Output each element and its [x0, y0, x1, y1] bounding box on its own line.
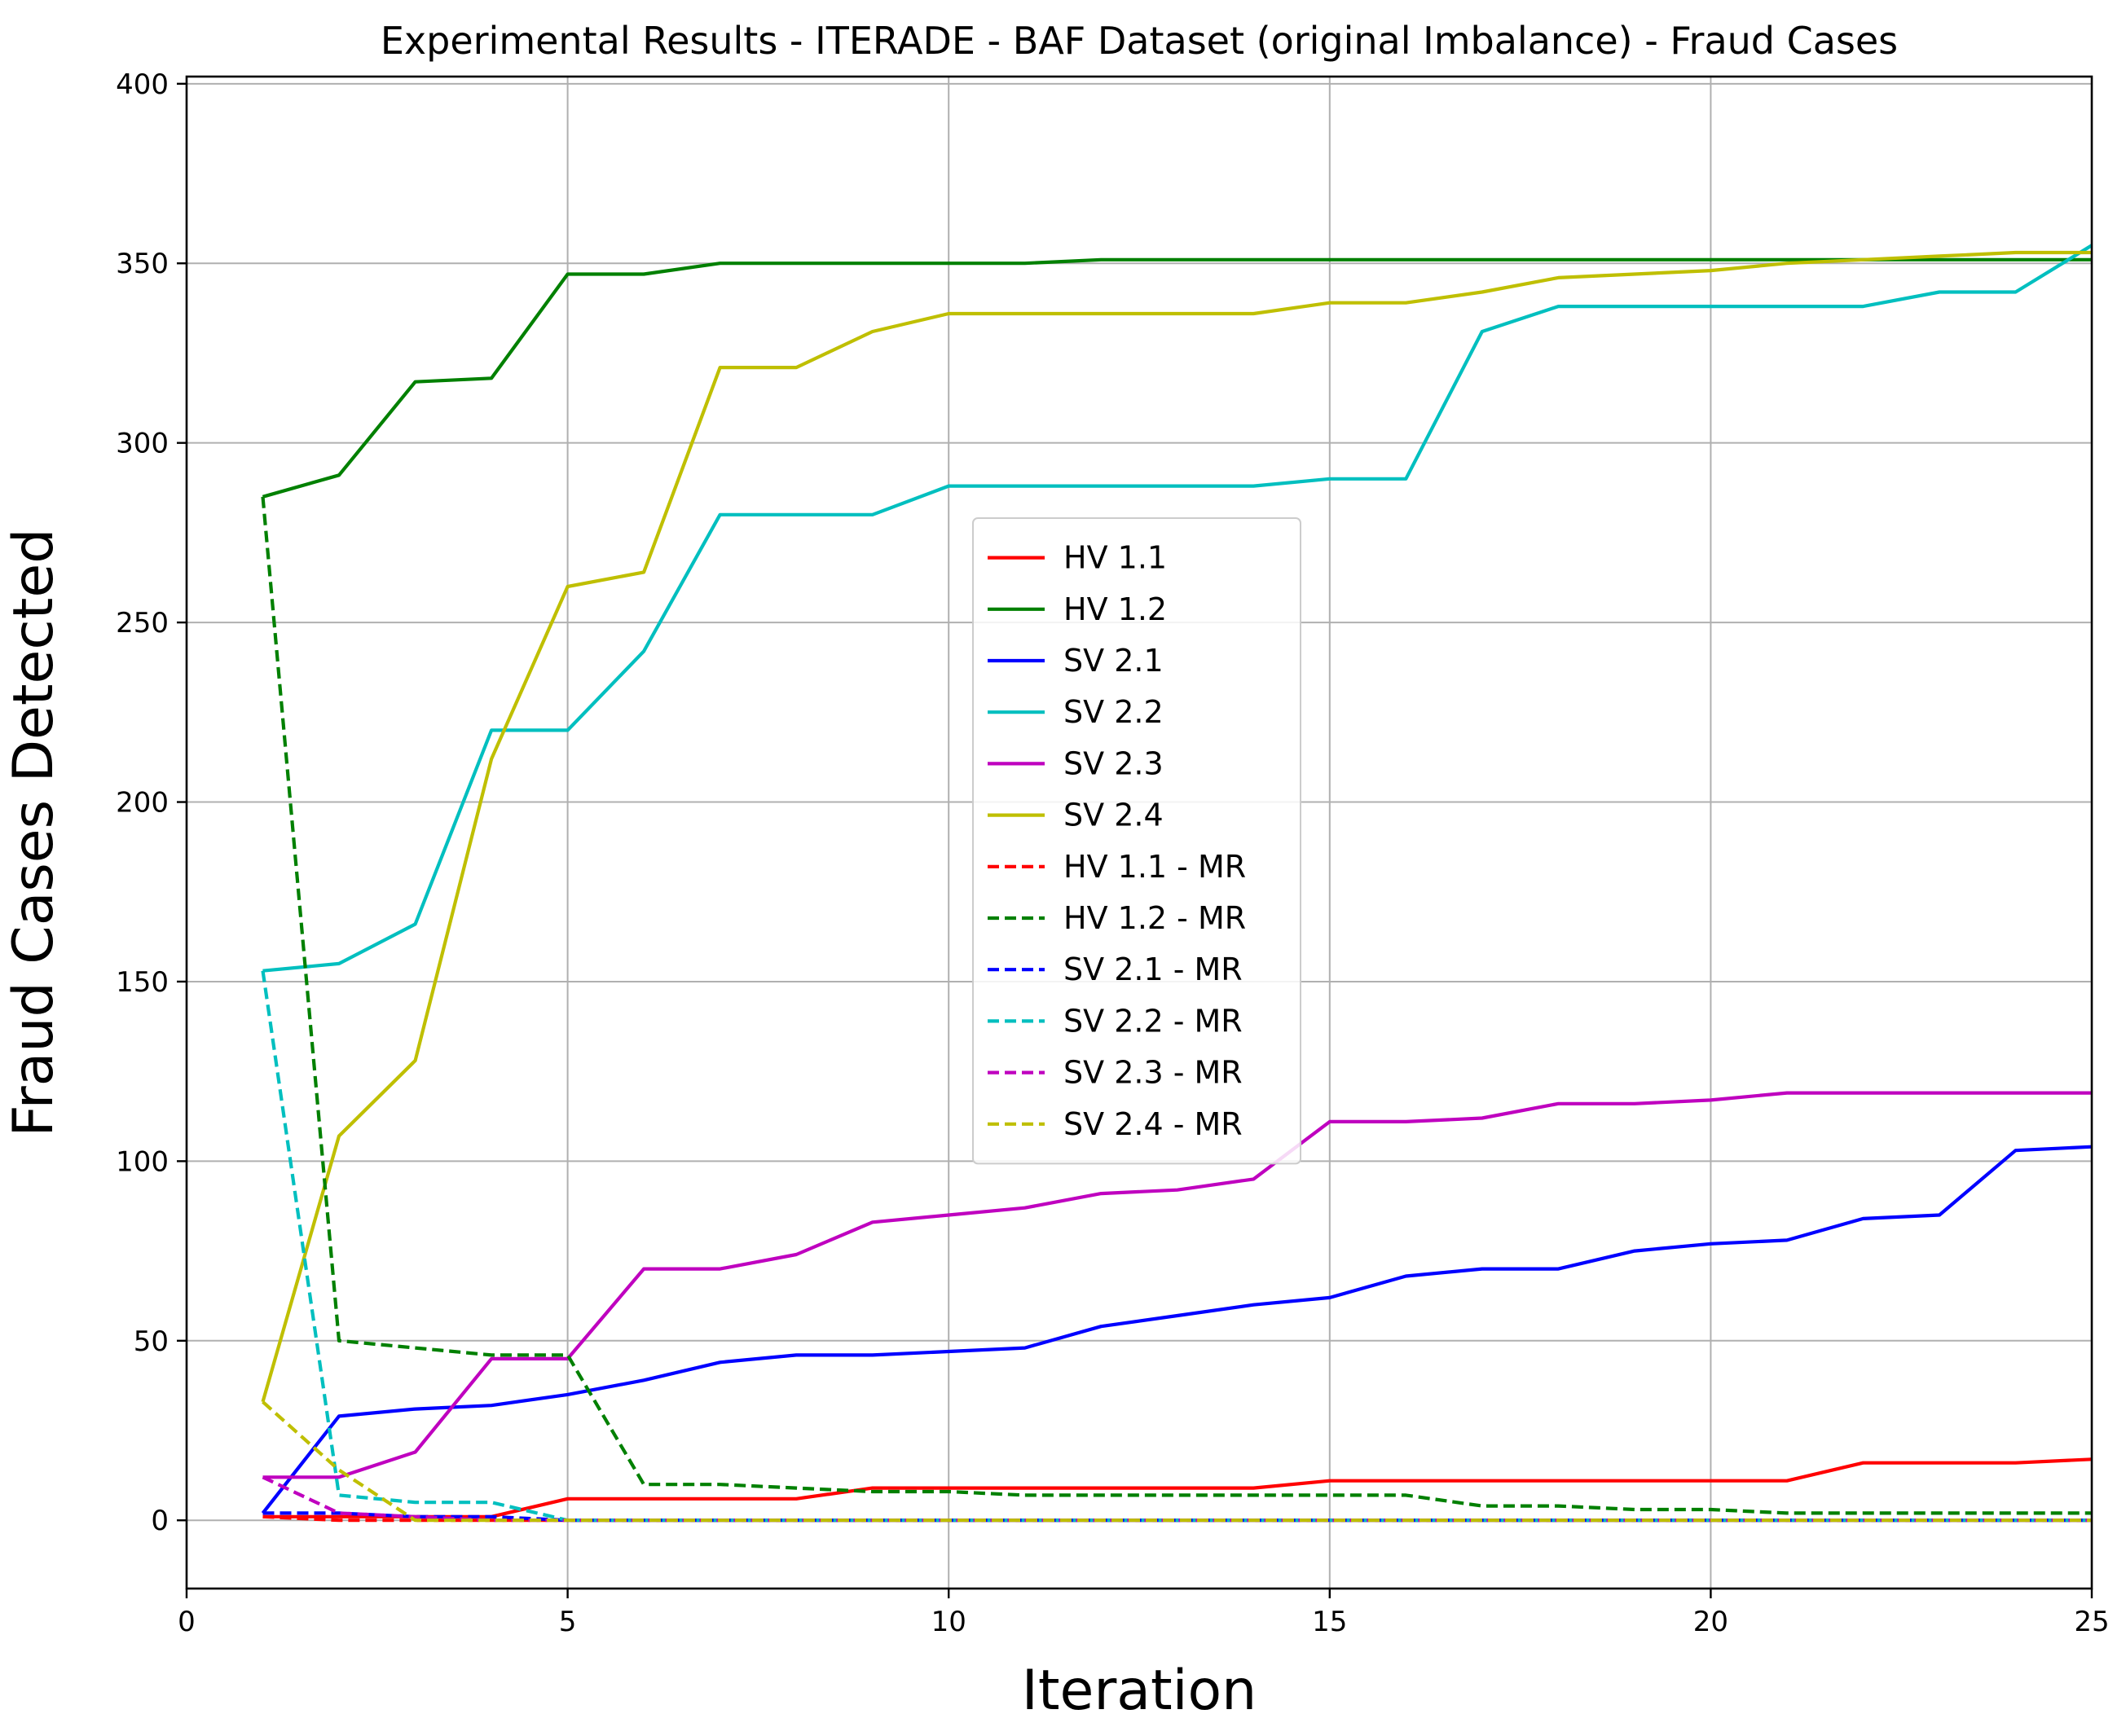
y-tick-label: 350: [116, 248, 169, 280]
series-line-hv-1-2: [262, 257, 2092, 499]
y-tick-label: 250: [116, 607, 169, 639]
legend-label: SV 2.2: [1063, 694, 1164, 730]
y-tick-label: 300: [116, 428, 169, 460]
y-axis: 0 50 100 150 200 250 300 350 400: [116, 68, 187, 1537]
y-axis-label: Fraud Cases Detected: [2, 529, 66, 1137]
series-line-sv-2-4-mr: [262, 1400, 2092, 1523]
series-line-sv-2-3: [262, 1091, 2092, 1479]
series-line-hv-1-1: [262, 1457, 2093, 1518]
legend-box: [972, 517, 1301, 1165]
series-line-sv-2-4: [261, 250, 2092, 1403]
series-line-sv-2-2: [262, 244, 2093, 973]
legend: HV 1.1 HV 1.2 SV 2.1 SV 2.2 SV 2.3 SV 2.4 HV 1…: [972, 517, 1301, 1165]
x-tick-label: 5: [559, 1606, 577, 1638]
y-tick-label: 200: [116, 787, 169, 820]
legend-label: SV 2.3 - MR: [1063, 1055, 1243, 1091]
legend-label: SV 2.4: [1063, 798, 1164, 833]
series-line-hv-1-2-mr: [261, 496, 2092, 1515]
legend-label: SV 2.1 - MR: [1063, 952, 1243, 987]
legend-label: SV 2.3: [1063, 745, 1164, 781]
plot-frame: [185, 75, 2093, 1590]
legend-label: SV 2.2 - MR: [1063, 1003, 1243, 1039]
plot-lines: [261, 244, 2093, 1523]
x-tick-label: 20: [1693, 1606, 1728, 1638]
legend-label: HV 1.1: [1063, 540, 1167, 576]
legend-label: SV 2.1: [1063, 643, 1164, 679]
x-tick-label: 0: [178, 1606, 196, 1638]
legend-label: SV 2.4 - MR: [1063, 1106, 1243, 1142]
x-axis: 0 5 10 15 20 25: [178, 1589, 2110, 1638]
y-tick-label: 150: [116, 966, 169, 999]
series-line-sv-2-1: [261, 1145, 2093, 1514]
y-tick-label: 100: [116, 1145, 169, 1178]
y-tick-label: 0: [151, 1505, 169, 1537]
legend-label: HV 1.1 - MR: [1063, 849, 1246, 885]
chart-title: Experimental Results - ITERADE - BAF Dat…: [381, 19, 1898, 63]
x-tick-label: 25: [2074, 1606, 2109, 1638]
x-tick-label: 15: [1312, 1606, 1347, 1638]
x-tick-label: 10: [931, 1606, 966, 1638]
y-tick-label: 50: [134, 1325, 169, 1358]
x-axis-label: Iteration: [1022, 1659, 1257, 1723]
legend-label: HV 1.2 - MR: [1063, 900, 1246, 936]
legend-label: HV 1.2: [1063, 591, 1167, 627]
y-tick-label: 400: [116, 68, 169, 101]
